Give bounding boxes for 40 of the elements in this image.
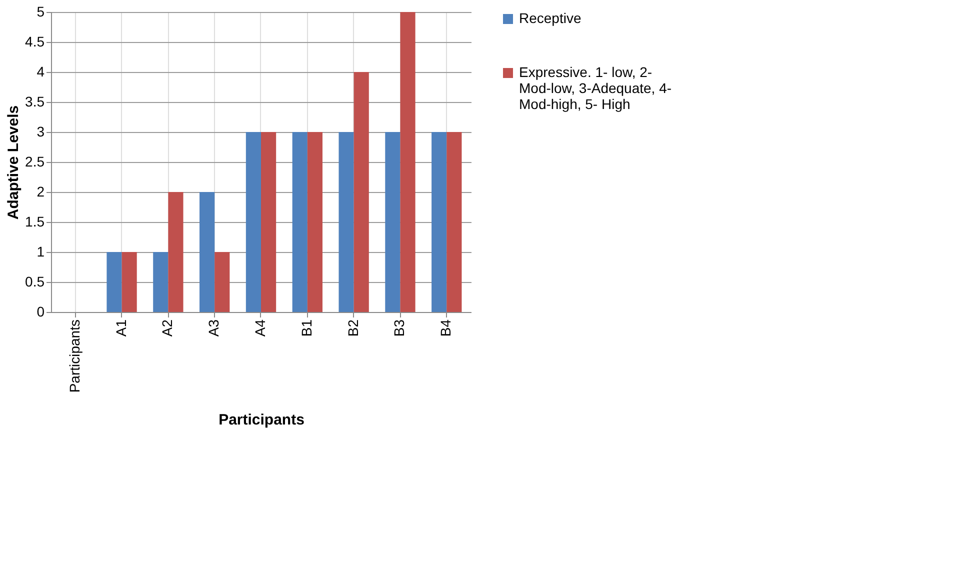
x-tick-label: A2 [159,319,176,337]
x-tick-label: B1 [298,319,314,337]
legend-label: Expressive. 1- low, 2- Mod-low, 3-Adequate, 4- Mod-high, 5- High [519,64,672,112]
bar [292,132,308,312]
bar [153,252,168,312]
bar [214,252,230,312]
y-axis-title: Adaptive Levels [5,105,22,220]
y-tick-label: 2 [36,184,45,200]
bar [168,192,184,312]
y-tick-label: 4 [36,64,45,80]
bar [446,132,462,312]
y-tick-label: 3.5 [25,94,45,110]
bar [307,132,322,312]
y-tick-label: 1.5 [25,214,45,230]
bar [261,132,276,312]
y-tick-label: 0.5 [25,274,45,290]
x-tick-label: A3 [206,319,222,337]
bar [385,132,400,312]
bar [246,132,261,312]
x-tick-label: B2 [344,319,361,337]
y-tick-label: 4.5 [25,34,45,50]
bar [200,192,215,312]
bar [122,252,137,312]
legend-label: Receptive [519,10,582,26]
x-axis-title: Participants [218,412,304,429]
bar [106,252,122,312]
y-tick-label: 3 [36,124,45,140]
x-tick-label: A1 [112,319,129,337]
bar [400,12,416,312]
x-tick-label: Participants [66,320,82,393]
bar [338,132,354,312]
y-tick-label: 2.5 [25,154,45,170]
y-tick-label: 5 [36,4,45,20]
y-tick-label: 1 [36,244,45,260]
y-tick-label: 0 [36,304,45,320]
x-tick-label: B4 [438,319,454,337]
x-tick-label: A4 [252,319,268,337]
x-tick-label: B3 [391,319,408,337]
bar [354,72,369,312]
bar [432,132,447,312]
